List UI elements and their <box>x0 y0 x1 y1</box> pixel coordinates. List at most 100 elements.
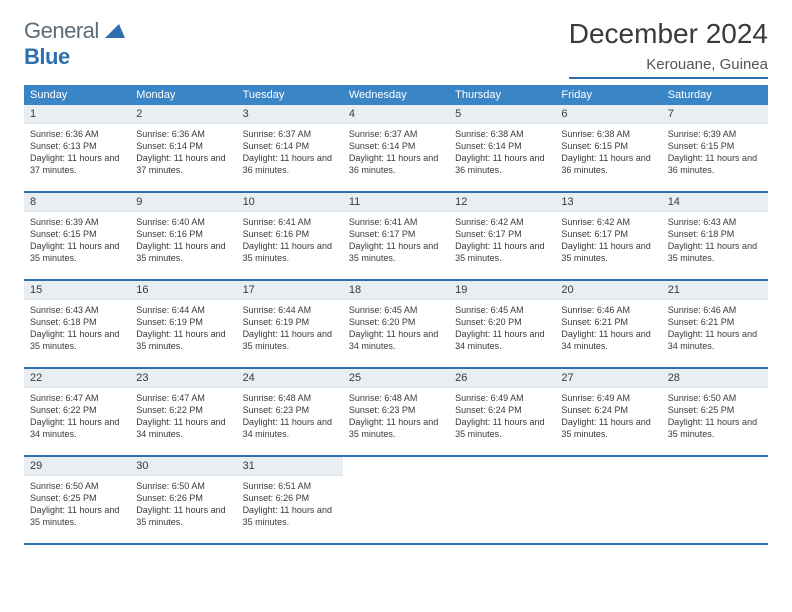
day-cell: 18Sunrise: 6:45 AMSunset: 6:20 PMDayligh… <box>343 281 449 367</box>
daylight-text: Daylight: 11 hours and 35 minutes. <box>30 328 124 352</box>
day-info: Sunrise: 6:49 AMSunset: 6:24 PMDaylight:… <box>449 388 555 447</box>
day-cell: 30Sunrise: 6:50 AMSunset: 6:26 PMDayligh… <box>130 457 236 543</box>
location-label: Kerouane, Guinea <box>569 56 768 79</box>
day-info: Sunrise: 6:44 AMSunset: 6:19 PMDaylight:… <box>237 300 343 359</box>
day-number: 6 <box>555 105 661 124</box>
day-cell: 16Sunrise: 6:44 AMSunset: 6:19 PMDayligh… <box>130 281 236 367</box>
day-info: Sunrise: 6:46 AMSunset: 6:21 PMDaylight:… <box>555 300 661 359</box>
sunset-text: Sunset: 6:23 PM <box>243 404 337 416</box>
day-info: Sunrise: 6:41 AMSunset: 6:16 PMDaylight:… <box>237 212 343 271</box>
day-cell: 19Sunrise: 6:45 AMSunset: 6:20 PMDayligh… <box>449 281 555 367</box>
sunrise-text: Sunrise: 6:46 AM <box>668 304 762 316</box>
sunrise-text: Sunrise: 6:41 AM <box>349 216 443 228</box>
day-cell: 31Sunrise: 6:51 AMSunset: 6:26 PMDayligh… <box>237 457 343 543</box>
sunset-text: Sunset: 6:17 PM <box>561 228 655 240</box>
sunrise-text: Sunrise: 6:42 AM <box>455 216 549 228</box>
day-info: Sunrise: 6:41 AMSunset: 6:17 PMDaylight:… <box>343 212 449 271</box>
sunset-text: Sunset: 6:14 PM <box>455 140 549 152</box>
day-cell: 7Sunrise: 6:39 AMSunset: 6:15 PMDaylight… <box>662 105 768 191</box>
day-number: 31 <box>237 457 343 476</box>
day-cell: 3Sunrise: 6:37 AMSunset: 6:14 PMDaylight… <box>237 105 343 191</box>
sunset-text: Sunset: 6:22 PM <box>136 404 230 416</box>
logo-text: General Blue <box>24 18 125 70</box>
daylight-text: Daylight: 11 hours and 35 minutes. <box>561 416 655 440</box>
sunrise-text: Sunrise: 6:51 AM <box>243 480 337 492</box>
sunset-text: Sunset: 6:16 PM <box>136 228 230 240</box>
daylight-text: Daylight: 11 hours and 37 minutes. <box>30 152 124 176</box>
day-number: 4 <box>343 105 449 124</box>
day-cell: 4Sunrise: 6:37 AMSunset: 6:14 PMDaylight… <box>343 105 449 191</box>
day-number: 19 <box>449 281 555 300</box>
day-info: Sunrise: 6:36 AMSunset: 6:13 PMDaylight:… <box>24 124 130 183</box>
sunset-text: Sunset: 6:19 PM <box>136 316 230 328</box>
daylight-text: Daylight: 11 hours and 35 minutes. <box>455 416 549 440</box>
sunset-text: Sunset: 6:18 PM <box>30 316 124 328</box>
day-cell <box>449 457 555 543</box>
day-cell: 23Sunrise: 6:47 AMSunset: 6:22 PMDayligh… <box>130 369 236 455</box>
day-number: 12 <box>449 193 555 212</box>
day-info: Sunrise: 6:37 AMSunset: 6:14 PMDaylight:… <box>237 124 343 183</box>
day-cell: 22Sunrise: 6:47 AMSunset: 6:22 PMDayligh… <box>24 369 130 455</box>
day-number: 20 <box>555 281 661 300</box>
weekday-label: Wednesday <box>343 85 449 105</box>
page-title: December 2024 <box>569 18 768 50</box>
sunrise-text: Sunrise: 6:49 AM <box>561 392 655 404</box>
day-cell: 9Sunrise: 6:40 AMSunset: 6:16 PMDaylight… <box>130 193 236 279</box>
sunset-text: Sunset: 6:14 PM <box>349 140 443 152</box>
sunrise-text: Sunrise: 6:45 AM <box>349 304 443 316</box>
sunrise-text: Sunrise: 6:45 AM <box>455 304 549 316</box>
day-info: Sunrise: 6:50 AMSunset: 6:26 PMDaylight:… <box>130 476 236 535</box>
sunrise-text: Sunrise: 6:42 AM <box>561 216 655 228</box>
day-info: Sunrise: 6:45 AMSunset: 6:20 PMDaylight:… <box>343 300 449 359</box>
day-cell: 10Sunrise: 6:41 AMSunset: 6:16 PMDayligh… <box>237 193 343 279</box>
daylight-text: Daylight: 11 hours and 35 minutes. <box>136 240 230 264</box>
day-info: Sunrise: 6:48 AMSunset: 6:23 PMDaylight:… <box>343 388 449 447</box>
daylight-text: Daylight: 11 hours and 37 minutes. <box>136 152 230 176</box>
sunrise-text: Sunrise: 6:39 AM <box>30 216 124 228</box>
sunset-text: Sunset: 6:17 PM <box>455 228 549 240</box>
sunrise-text: Sunrise: 6:48 AM <box>243 392 337 404</box>
day-number: 16 <box>130 281 236 300</box>
sunset-text: Sunset: 6:15 PM <box>561 140 655 152</box>
day-info: Sunrise: 6:37 AMSunset: 6:14 PMDaylight:… <box>343 124 449 183</box>
sunrise-text: Sunrise: 6:38 AM <box>455 128 549 140</box>
weekday-label: Tuesday <box>237 85 343 105</box>
sunset-text: Sunset: 6:19 PM <box>243 316 337 328</box>
day-number: 8 <box>24 193 130 212</box>
daylight-text: Daylight: 11 hours and 35 minutes. <box>349 416 443 440</box>
day-info: Sunrise: 6:43 AMSunset: 6:18 PMDaylight:… <box>662 212 768 271</box>
sunset-text: Sunset: 6:25 PM <box>668 404 762 416</box>
day-cell <box>343 457 449 543</box>
day-number: 7 <box>662 105 768 124</box>
day-number: 15 <box>24 281 130 300</box>
day-cell: 26Sunrise: 6:49 AMSunset: 6:24 PMDayligh… <box>449 369 555 455</box>
calendar-body: 1Sunrise: 6:36 AMSunset: 6:13 PMDaylight… <box>24 105 768 545</box>
day-cell <box>662 457 768 543</box>
day-info: Sunrise: 6:46 AMSunset: 6:21 PMDaylight:… <box>662 300 768 359</box>
weekday-label: Monday <box>130 85 236 105</box>
daylight-text: Daylight: 11 hours and 34 minutes. <box>136 416 230 440</box>
sunrise-text: Sunrise: 6:50 AM <box>30 480 124 492</box>
sunrise-text: Sunrise: 6:36 AM <box>30 128 124 140</box>
day-number: 11 <box>343 193 449 212</box>
daylight-text: Daylight: 11 hours and 36 minutes. <box>668 152 762 176</box>
sunset-text: Sunset: 6:16 PM <box>243 228 337 240</box>
day-number: 10 <box>237 193 343 212</box>
sunset-text: Sunset: 6:26 PM <box>136 492 230 504</box>
sunset-text: Sunset: 6:23 PM <box>349 404 443 416</box>
day-cell: 5Sunrise: 6:38 AMSunset: 6:14 PMDaylight… <box>449 105 555 191</box>
day-cell: 15Sunrise: 6:43 AMSunset: 6:18 PMDayligh… <box>24 281 130 367</box>
day-info: Sunrise: 6:47 AMSunset: 6:22 PMDaylight:… <box>130 388 236 447</box>
day-info: Sunrise: 6:51 AMSunset: 6:26 PMDaylight:… <box>237 476 343 535</box>
day-number: 26 <box>449 369 555 388</box>
sunrise-text: Sunrise: 6:46 AM <box>561 304 655 316</box>
sunset-text: Sunset: 6:17 PM <box>349 228 443 240</box>
sunset-text: Sunset: 6:21 PM <box>561 316 655 328</box>
daylight-text: Daylight: 11 hours and 34 minutes. <box>349 328 443 352</box>
logo-word-1: General <box>24 18 99 43</box>
day-cell: 8Sunrise: 6:39 AMSunset: 6:15 PMDaylight… <box>24 193 130 279</box>
daylight-text: Daylight: 11 hours and 35 minutes. <box>30 504 124 528</box>
sunrise-text: Sunrise: 6:50 AM <box>136 480 230 492</box>
weekday-label: Saturday <box>662 85 768 105</box>
sunrise-text: Sunrise: 6:50 AM <box>668 392 762 404</box>
